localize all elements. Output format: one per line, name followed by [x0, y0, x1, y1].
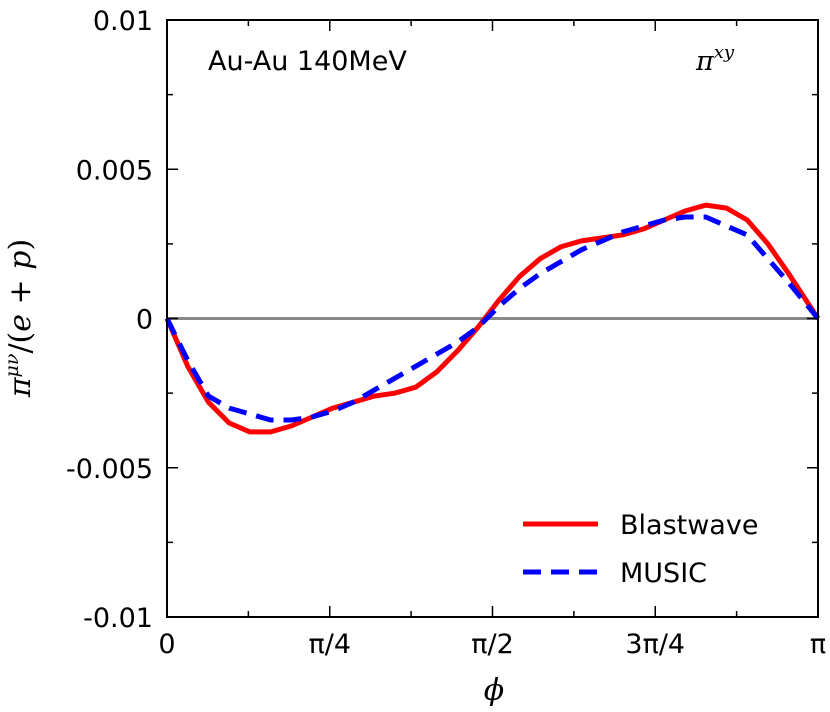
y-tick-label: -0.005 — [66, 454, 153, 485]
legend-label-blastwave: Blastwave — [620, 510, 758, 541]
x-tick-label: π — [810, 629, 826, 660]
x-tick-label: 0 — [158, 629, 175, 660]
x-tick-label: π/2 — [471, 629, 514, 660]
legend: Blastwave MUSIC — [523, 510, 758, 589]
system-annotation: Au-Au 140MeV — [208, 46, 407, 77]
y-tick-label: 0 — [136, 305, 153, 336]
x-axis-title: ϕ — [484, 673, 504, 708]
series-layer — [164, 202, 821, 435]
legend-label-music: MUSIC — [620, 558, 707, 589]
axis-layer: 0 π/4 π/2 3π/4 π 0.01 0.005 0 -0.005 -0.01 — [66, 6, 826, 660]
y-tick-label: 0.01 — [93, 6, 153, 37]
y-tick-label: -0.01 — [83, 603, 153, 634]
x-tick-label: π/4 — [308, 629, 351, 660]
x-tick-label: 3π/4 — [625, 629, 685, 660]
series-line-music — [164, 214, 820, 423]
component-annotation: πxy — [695, 42, 735, 77]
y-axis-title: πμν/(e + p) — [1, 239, 38, 398]
y-tick-label: 0.005 — [76, 155, 153, 186]
